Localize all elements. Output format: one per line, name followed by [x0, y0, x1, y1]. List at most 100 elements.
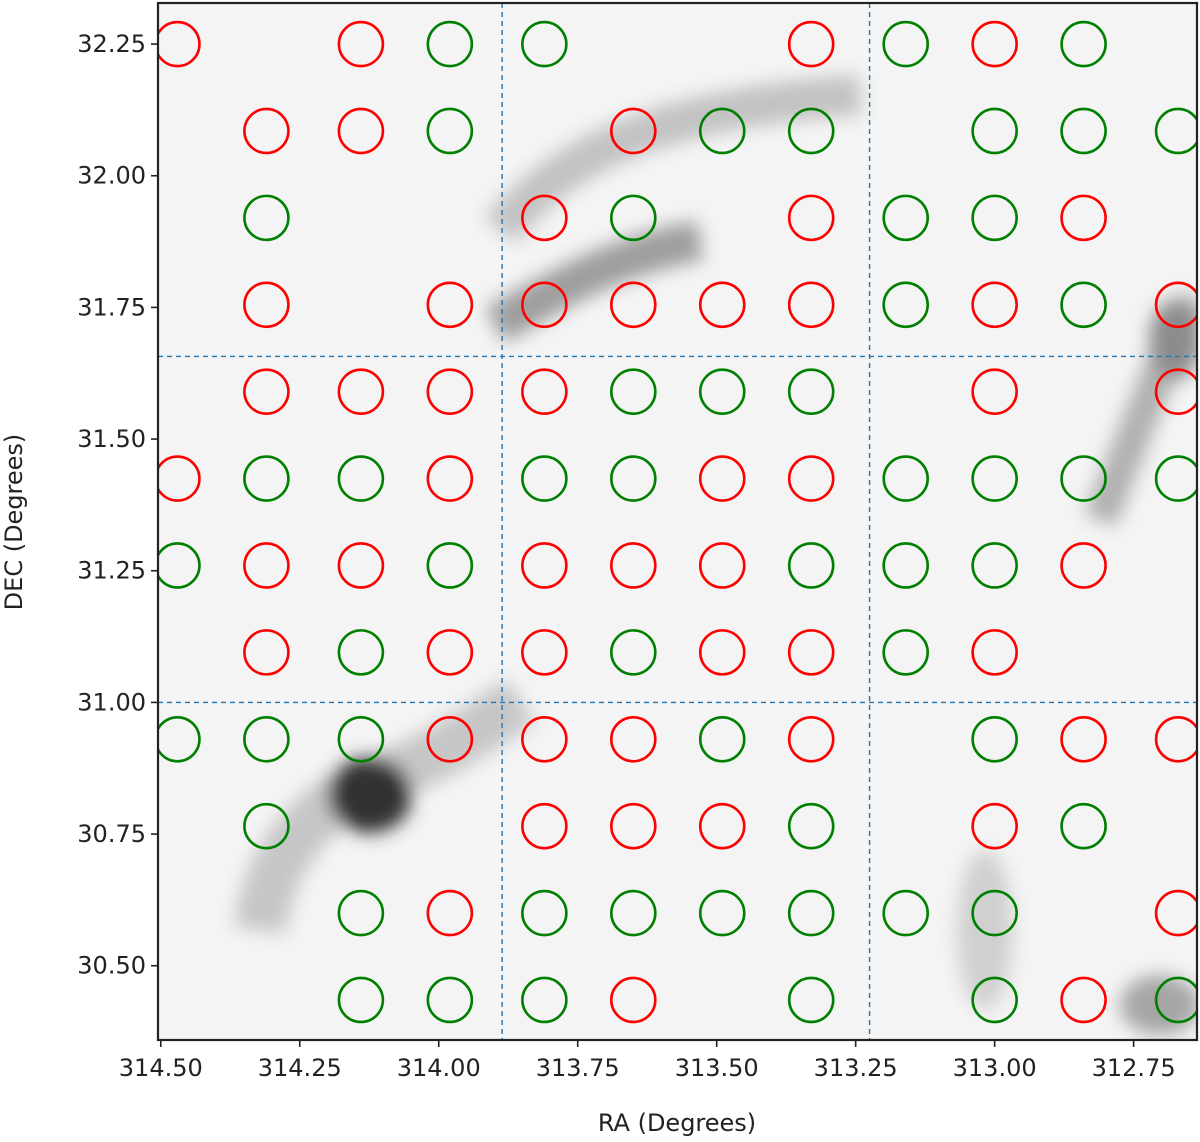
marker-green — [426, 976, 474, 1024]
marker-green — [521, 455, 568, 502]
marker-red — [971, 368, 1018, 415]
marker-red — [610, 107, 657, 155]
marker-green — [158, 715, 201, 763]
marker-red — [1060, 194, 1107, 242]
marker-green — [610, 368, 657, 415]
marker-green — [521, 889, 568, 937]
marker-green — [971, 107, 1018, 155]
marker-red — [1154, 715, 1197, 763]
y-tick-label: 31.50 — [77, 425, 146, 453]
marker-green — [698, 889, 746, 937]
marker-green — [882, 281, 930, 329]
y-ticks: 30.50 30.75 31.00 31.25 31.50 31.75 32.00 32.25 — [77, 30, 158, 980]
y-tick-label: 30.75 — [77, 820, 146, 848]
marker-green — [1060, 107, 1107, 155]
marker-red — [1154, 889, 1197, 937]
y-tick-label: 31.25 — [77, 557, 146, 585]
marker-red — [521, 194, 568, 242]
marker-red — [787, 629, 835, 676]
marker-green — [698, 715, 746, 763]
marker-red — [426, 629, 474, 676]
x-ticks: 314.50 314.25 314.00 313.75 313.50 313.25 313.… — [119, 1040, 1176, 1082]
marker-green — [337, 889, 385, 937]
marker-green — [610, 194, 657, 242]
marker-green — [521, 20, 568, 68]
marker-red — [426, 715, 474, 763]
y-tick-label: 32.00 — [77, 162, 146, 190]
patch-lower-mid — [957, 850, 1013, 1010]
marker-green — [787, 368, 835, 415]
y-tick-label: 30.50 — [77, 952, 146, 980]
marker-green — [971, 715, 1018, 763]
x-tick-label: 313.50 — [675, 1054, 759, 1082]
marker-red — [337, 20, 385, 68]
marker-green — [882, 889, 930, 937]
marker-red — [610, 542, 657, 589]
x-tick-label: 313.00 — [953, 1054, 1037, 1082]
marker-red — [521, 281, 568, 329]
marker-red — [787, 281, 835, 329]
marker-green — [971, 976, 1018, 1024]
marker-red — [426, 889, 474, 937]
marker-red — [787, 455, 835, 502]
marker-green — [243, 455, 290, 502]
dense-clump — [328, 757, 412, 833]
marker-green — [882, 629, 930, 676]
marker-green — [698, 368, 746, 415]
marker-green — [882, 194, 930, 242]
marker-green — [882, 455, 930, 502]
patch-lower-right — [1120, 975, 1197, 1035]
y-tick-label: 32.25 — [77, 30, 146, 58]
marker-red — [426, 455, 474, 502]
x-tick-label: 314.00 — [397, 1054, 481, 1082]
x-tick-label: 314.50 — [119, 1054, 203, 1082]
marker-green — [971, 889, 1018, 937]
marker-red — [521, 542, 568, 589]
marker-red — [243, 368, 290, 415]
marker-red — [521, 802, 568, 850]
marker-red — [698, 802, 746, 850]
marker-red — [243, 542, 290, 589]
marker-green — [610, 889, 657, 937]
marker-red — [1154, 368, 1197, 415]
marker-green — [698, 107, 746, 155]
marker-red — [243, 281, 290, 329]
marker-green — [1154, 455, 1197, 502]
marker-green — [971, 542, 1018, 589]
marker-green — [1154, 107, 1197, 155]
x-tick-label: 313.75 — [536, 1054, 620, 1082]
marker-red — [337, 368, 385, 415]
marker-red — [1154, 281, 1197, 329]
marker-red — [426, 368, 474, 415]
marker-red — [610, 715, 657, 763]
marker-red — [337, 542, 385, 589]
marker-green — [882, 542, 930, 589]
filament-middle — [485, 220, 704, 343]
marker-green — [882, 20, 930, 68]
marker-red — [610, 976, 657, 1024]
marker-green — [1154, 976, 1197, 1024]
marker-red — [337, 107, 385, 155]
marker-red — [158, 455, 201, 502]
marker-red — [971, 281, 1018, 329]
marker-red — [1060, 715, 1107, 763]
marker-green — [426, 107, 474, 155]
plot-background — [158, 3, 1197, 1040]
y-tick-label: 31.00 — [77, 688, 146, 716]
x-tick-label: 312.75 — [1092, 1054, 1176, 1082]
marker-red — [971, 629, 1018, 676]
marker-red — [698, 542, 746, 589]
marker-red — [787, 715, 835, 763]
marker-green — [243, 802, 290, 850]
marker-green — [610, 629, 657, 676]
marker-green — [971, 194, 1018, 242]
marker-green — [1060, 20, 1107, 68]
marker-green — [787, 542, 835, 589]
marker-red — [698, 455, 746, 502]
markers — [158, 20, 1197, 1024]
marker-red — [787, 194, 835, 242]
marker-green — [610, 455, 657, 502]
marker-red — [610, 281, 657, 329]
marker-red — [158, 20, 201, 68]
marker-green — [787, 976, 835, 1024]
